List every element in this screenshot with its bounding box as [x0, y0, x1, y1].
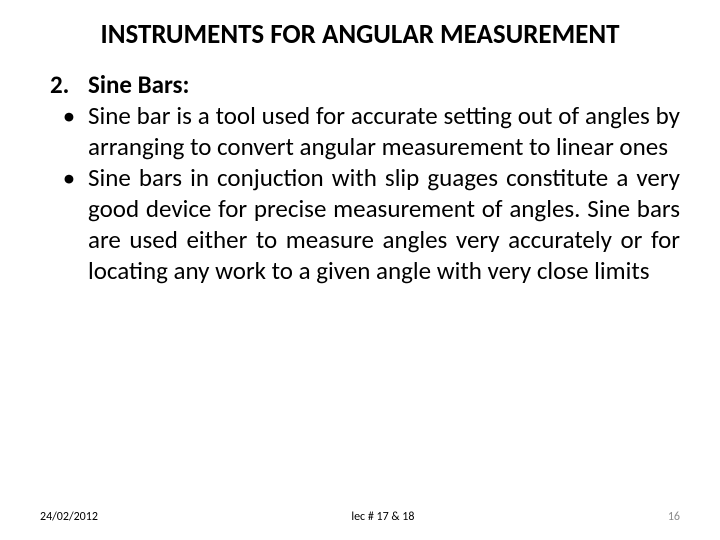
footer-page-number: 16 [668, 510, 680, 524]
footer-lecture: lec # 17 & 18 [98, 510, 668, 524]
bullet-marker-icon: • [50, 100, 88, 131]
list-number: 2. [50, 69, 88, 100]
bullet-marker-icon: • [50, 162, 88, 193]
slide: INSTRUMENTS FOR ANGULAR MEASUREMENT 2. S… [0, 0, 720, 540]
list-subtitle: Sine Bars: [88, 69, 680, 100]
list-number-row: 2. Sine Bars: [50, 69, 680, 100]
footer: 24/02/2012 lec # 17 & 18 16 [40, 510, 680, 524]
bullet-text: Sine bar is a tool used for accurate set… [88, 100, 680, 162]
bullet-text: Sine bars in conjuction with slip guages… [88, 162, 680, 286]
bullet-row: • Sine bars in conjuction with slip guag… [50, 162, 680, 286]
footer-date: 24/02/2012 [40, 510, 98, 524]
slide-title: INSTRUMENTS FOR ANGULAR MEASUREMENT [40, 18, 680, 51]
content-block: 2. Sine Bars: • Sine bar is a tool used … [40, 69, 680, 286]
bullet-row: • Sine bar is a tool used for accurate s… [50, 100, 680, 162]
